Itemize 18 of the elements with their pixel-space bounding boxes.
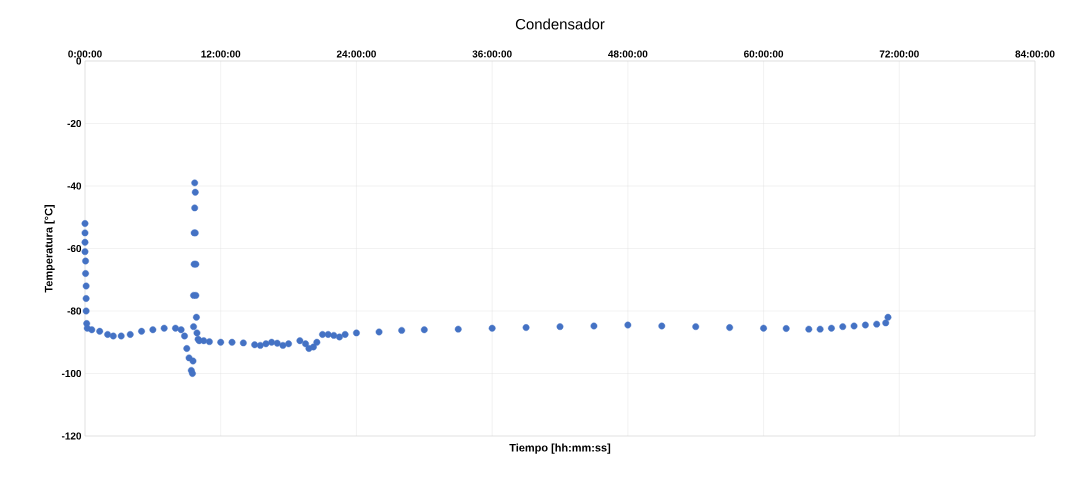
x-tick-label: 60:00:00 xyxy=(744,50,784,58)
y-tick-label: -60 xyxy=(67,244,82,253)
x-tick-label: 48:00:00 xyxy=(608,50,648,58)
y-tick-label: -120 xyxy=(61,432,82,440)
x-tick-label: 84:00:00 xyxy=(1015,50,1055,58)
y-tick-label: -40 xyxy=(67,182,82,190)
x-tick-label: 24:00:00 xyxy=(336,50,376,58)
y-tick-label: -20 xyxy=(67,119,82,128)
x-tick-label: 12:00:00 xyxy=(201,50,241,58)
y-tick-label: -100 xyxy=(61,369,82,378)
chart-title: Condensador xyxy=(515,18,605,30)
y-axis-title: Temperatura [°C] xyxy=(44,205,55,293)
x-tick-label: 0:00:00 xyxy=(68,50,102,58)
x-tick-label: 72:00:00 xyxy=(879,50,919,58)
y-tick-label: 0 xyxy=(76,57,82,65)
x-tick-label: 36:00:00 xyxy=(472,50,512,58)
y-tick-label: -80 xyxy=(67,307,82,315)
x-axis-title: Tiempo [hh:mm:ss] xyxy=(509,443,611,454)
